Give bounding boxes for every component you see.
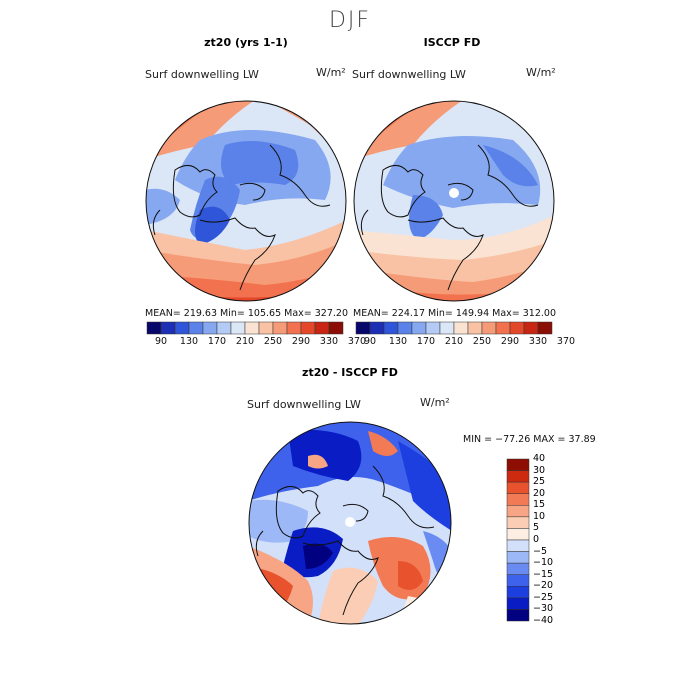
colorbar-model-swatch (174, 321, 190, 335)
colorbar-diff-tick-label: −40 (533, 615, 554, 626)
colorbar-obs-swatch (369, 321, 385, 335)
colorbar-obs-swatch (495, 321, 511, 335)
colorbar-obs-swatch (355, 321, 371, 335)
colorbar-model-swatch (188, 321, 204, 335)
colorbar-obs-tick-label: 90 (363, 336, 377, 347)
colorbar-model-swatch (258, 321, 274, 335)
colorbar-obs-tick-label: 370 (556, 336, 576, 347)
colorbar-obs-swatch (537, 321, 553, 335)
colorbar-model-tick-label: 330 (319, 336, 339, 347)
stats-obs: MEAN= 224.17 Min= 149.94 Max= 312.00 (353, 308, 557, 319)
colorbar-diff-tick-label: 20 (533, 487, 546, 499)
colorbar-obs-swatch (411, 321, 427, 335)
colorbar-obs-swatch (453, 321, 469, 335)
colorbar-diff (506, 458, 530, 622)
panel-units-model: W/m² (316, 66, 346, 79)
stats-diff: MIN = −77.26 MAX = 37.89 (463, 434, 596, 445)
colorbar-obs-tick-label: 330 (528, 336, 548, 347)
colorbar-model-swatch (160, 321, 176, 335)
colorbar-model-ticks: 90 130 170 210 250 290 330 370 (147, 336, 366, 350)
colorbar-model-tick-label: 130 (179, 336, 199, 347)
panel-title-diff: zt20 - ISCCP FD (302, 366, 398, 379)
colorbar-model-swatch (216, 321, 232, 335)
colorbar-obs-swatch (523, 321, 539, 335)
colorbar-obs-swatch (383, 321, 399, 335)
colorbar-model-tick-label: 290 (291, 336, 311, 347)
colorbar-model-swatch (272, 321, 288, 335)
panel-variable-model: Surf downwelling LW (145, 68, 259, 81)
colorbar-model-swatch (286, 321, 302, 335)
panel-units-diff: W/m² (420, 396, 450, 409)
colorbar-model-swatch (300, 321, 316, 335)
colorbar-model-swatch (202, 321, 218, 335)
colorbar-model-tick-label: 170 (207, 336, 227, 347)
colorbar-obs-tick-label: 290 (500, 336, 520, 347)
colorbar-diff-swatch (506, 609, 530, 622)
colorbar-diff-tick-label: −20 (533, 580, 554, 592)
colorbar-obs-swatch (509, 321, 525, 335)
colorbar-model-swatch (244, 321, 260, 335)
colorbar-obs-swatch (467, 321, 483, 335)
season-title: DJF (328, 8, 372, 33)
stats-model: MEAN= 219.63 Min= 105.65 Max= 327.20 (145, 308, 349, 319)
colorbar-diff-tick-label: 25 (533, 476, 546, 488)
polar-map-obs (353, 100, 555, 302)
colorbar-model-tick-label: 370 (347, 336, 367, 347)
colorbar-diff-ticks: 40 30 25 20 15 10 5 0 −5 −10 −15 −20 −25 −30 −40 (493, 453, 554, 626)
panel-title-model: zt20 (yrs 1-1) (204, 36, 288, 49)
colorbar-model-tick-label: 250 (263, 336, 283, 347)
colorbar-diff-tick-label: −25 (533, 591, 554, 603)
colorbar-model-tick-label: 90 (154, 336, 168, 347)
colorbar-diff-tick-label: 15 (533, 499, 546, 511)
colorbar-obs-tick-label: 130 (388, 336, 408, 347)
polar-map-diff (248, 421, 452, 625)
colorbar-model-tick-label: 210 (235, 336, 255, 347)
colorbar-diff-tick-label: 40 (533, 453, 546, 464)
colorbar-diff-tick-label: −5 (533, 545, 548, 557)
colorbar-diff-tick-label: 30 (533, 464, 546, 476)
colorbar-obs-swatch (397, 321, 413, 335)
colorbar-obs-swatch (439, 321, 455, 335)
colorbar-model-swatch (328, 321, 344, 335)
colorbar-diff-tick-label: 5 (533, 522, 540, 534)
colorbar-model-swatch (314, 321, 330, 335)
colorbar-diff-tick-label: −30 (533, 603, 554, 615)
colorbar-diff-tick-label: −10 (533, 557, 554, 569)
colorbar-obs (355, 321, 553, 335)
colorbar-obs-tick-label: 250 (472, 336, 492, 347)
colorbar-model-swatch (146, 321, 162, 335)
colorbar-diff-tick-label: 0 (533, 534, 540, 545)
colorbar-diff-tick-label: 10 (533, 510, 546, 522)
colorbar-obs-swatch (425, 321, 441, 335)
panel-title-obs: ISCCP FD (423, 36, 481, 49)
panel-variable-diff: Surf downwelling LW (247, 398, 361, 411)
colorbar-model (146, 321, 344, 335)
colorbar-obs-tick-label: 210 (444, 336, 464, 347)
panel-variable-obs: Surf downwelling LW (352, 68, 466, 81)
colorbar-obs-ticks: 90 130 170 210 250 290 330 370 (356, 336, 575, 350)
colorbar-model-swatch (230, 321, 246, 335)
panel-units-obs: W/m² (526, 66, 556, 79)
polar-map-model (145, 100, 347, 302)
colorbar-diff-tick-label: −15 (533, 568, 554, 580)
colorbar-obs-tick-label: 170 (416, 336, 436, 347)
colorbar-obs-swatch (481, 321, 497, 335)
